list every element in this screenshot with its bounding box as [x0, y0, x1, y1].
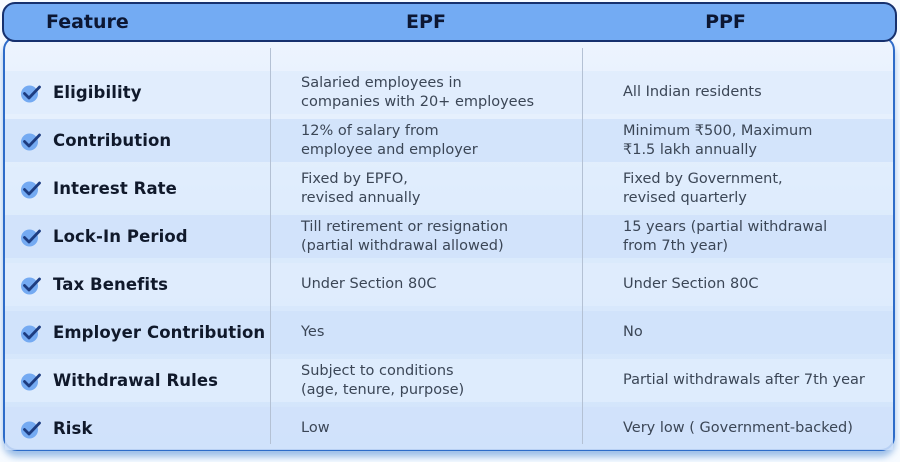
- feature-label: Lock-In Period: [53, 227, 188, 246]
- ppf-cell: Partial withdrawals after 7th year: [623, 372, 865, 389]
- ppf-cell: Fixed by Government, revised quarterly: [623, 171, 783, 206]
- check-icon: [21, 229, 41, 246]
- table-row: Eligibility Salaried employees in compan…: [5, 71, 893, 114]
- feature-cell: Risk: [5, 419, 270, 439]
- epf-cell: Subject to conditions (age, tenure, purp…: [301, 363, 465, 398]
- feature-label: Risk: [53, 419, 93, 438]
- table-row: Lock-In Period Till retirement or resign…: [5, 215, 893, 258]
- feature-label: Eligibility: [53, 83, 142, 102]
- check-icon: [21, 277, 41, 294]
- column-divider: [270, 48, 271, 444]
- table-row: Withdrawal Rules Subject to conditions (…: [5, 359, 893, 402]
- header-cell-ppf: PPF: [705, 11, 746, 33]
- check-icon: [21, 85, 41, 102]
- ppf-cell: 15 years (partial withdrawal from 7th ye…: [623, 219, 828, 254]
- feature-cell: Contribution: [5, 131, 270, 151]
- table-header: Feature EPF PPF: [2, 2, 897, 42]
- feature-cell: Employer Contribution: [5, 323, 270, 343]
- feature-label: Withdrawal Rules: [53, 371, 219, 390]
- epf-cell: Salaried employees in companies with 20+…: [301, 75, 535, 110]
- header-cell-feature: Feature: [46, 11, 129, 33]
- epf-cell: 12% of salary from employee and employer: [301, 123, 478, 158]
- column-divider: [582, 48, 583, 444]
- feature-cell: Eligibility: [5, 83, 270, 103]
- feature-cell: Interest Rate: [5, 179, 270, 199]
- check-icon: [21, 325, 41, 342]
- ppf-cell: Very low ( Government-backed): [623, 420, 853, 437]
- feature-cell: Withdrawal Rules: [5, 371, 270, 391]
- table-row: Interest Rate Fixed by EPFO, revised ann…: [5, 167, 893, 210]
- feature-cell: Tax Benefits: [5, 275, 270, 295]
- feature-label: Employer Contribution: [53, 323, 266, 342]
- check-icon: [21, 181, 41, 198]
- epf-cell: Fixed by EPFO, revised annually: [301, 171, 421, 206]
- table-row: Employer Contribution Yes No: [5, 311, 893, 354]
- ppf-cell: Under Section 80C: [623, 276, 759, 293]
- epf-cell: Yes: [301, 324, 325, 341]
- epf-cell: Under Section 80C: [301, 276, 437, 293]
- feature-label: Interest Rate: [53, 179, 177, 198]
- check-icon: [21, 421, 41, 438]
- comparison-card: Eligibility Salaried employees in compan…: [3, 36, 895, 451]
- check-icon: [21, 133, 41, 150]
- feature-label: Tax Benefits: [53, 275, 169, 294]
- header-cell-epf: EPF: [406, 11, 446, 33]
- table-row: Tax Benefits Under Section 80C Under Sec…: [5, 263, 893, 306]
- epf-cell: Low: [301, 420, 330, 437]
- table-body: Eligibility Salaried employees in compan…: [5, 71, 893, 455]
- ppf-cell: All Indian residents: [623, 84, 762, 101]
- ppf-cell: No: [623, 324, 643, 341]
- feature-label: Contribution: [53, 131, 172, 150]
- table-row: Contribution 12% of salary from employee…: [5, 119, 893, 162]
- ppf-cell: Minimum ₹500, Maximum ₹1.5 lakh annually: [623, 123, 813, 158]
- epf-cell: Till retirement or resignation (partial …: [301, 219, 509, 254]
- feature-cell: Lock-In Period: [5, 227, 270, 247]
- check-icon: [21, 373, 41, 390]
- table-row: Risk Low Very low ( Government-backed): [5, 407, 893, 450]
